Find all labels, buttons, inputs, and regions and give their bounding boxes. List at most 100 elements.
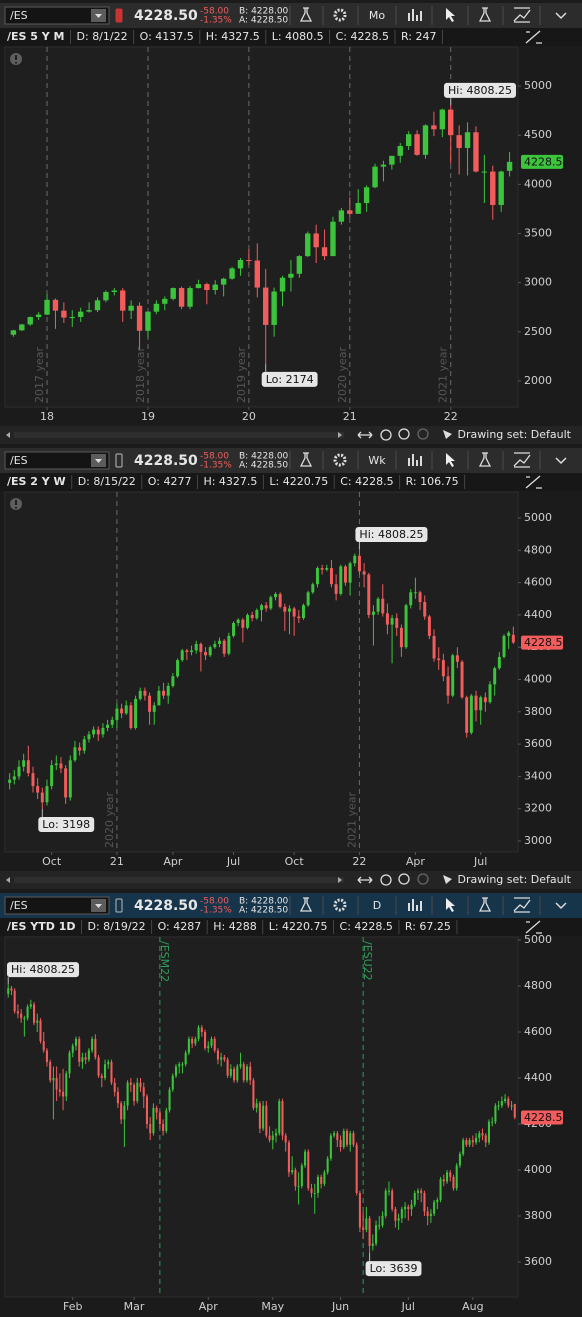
more-icon[interactable] bbox=[555, 12, 567, 20]
candle-body bbox=[488, 684, 492, 703]
candle-body bbox=[204, 1032, 207, 1049]
dropdown-arrow bbox=[95, 14, 102, 18]
candle-body bbox=[91, 1038, 94, 1051]
candle-body bbox=[94, 300, 101, 311]
scroll-right[interactable] bbox=[338, 877, 342, 883]
candle-body bbox=[357, 555, 361, 572]
settings-icon[interactable] bbox=[333, 8, 347, 22]
candle-body bbox=[431, 125, 437, 130]
drawing-set-icon[interactable] bbox=[443, 430, 452, 439]
compare-icon[interactable] bbox=[408, 454, 422, 466]
candle-body bbox=[26, 1006, 29, 1019]
zoom-in-icon[interactable] bbox=[398, 428, 410, 440]
drawing-icon[interactable] bbox=[513, 452, 531, 468]
last-price-tag-label: 4228.5 bbox=[524, 155, 563, 168]
aggregation[interactable]: Wk bbox=[368, 454, 386, 467]
candle-body bbox=[239, 1064, 242, 1067]
cursor-icon[interactable] bbox=[446, 453, 455, 467]
candle-body bbox=[226, 1059, 229, 1076]
bid: B: 4228.00 bbox=[239, 7, 289, 17]
candle-body bbox=[152, 1107, 155, 1134]
compare-icon[interactable] bbox=[408, 9, 422, 21]
symbol-box[interactable] bbox=[4, 451, 110, 470]
more-icon[interactable] bbox=[555, 902, 567, 910]
drawing-set-icon[interactable] bbox=[443, 875, 452, 884]
candle-body bbox=[455, 1165, 458, 1189]
candle-body bbox=[343, 566, 347, 583]
studies-icon[interactable] bbox=[299, 7, 313, 22]
zoom-arrows-icon[interactable] bbox=[357, 876, 373, 884]
candle-body bbox=[288, 273, 294, 278]
candle-body bbox=[190, 650, 194, 653]
dropdown-arrow bbox=[95, 904, 102, 908]
settings-icon[interactable] bbox=[333, 453, 347, 467]
drawing-icon[interactable] bbox=[513, 7, 531, 23]
candle-body bbox=[347, 210, 353, 214]
symbol-box[interactable] bbox=[4, 6, 110, 25]
candle-body bbox=[78, 747, 82, 751]
candle-body bbox=[481, 1133, 484, 1136]
candle-body bbox=[497, 1105, 500, 1107]
candle-body bbox=[371, 1243, 374, 1246]
candle-body bbox=[42, 1041, 45, 1051]
flask-icon[interactable] bbox=[478, 7, 492, 22]
zoom-out-icon[interactable] bbox=[417, 428, 429, 440]
scroll-left[interactable] bbox=[6, 877, 10, 883]
candle-body bbox=[133, 1084, 136, 1102]
compare-icon[interactable] bbox=[408, 899, 422, 911]
candle-body bbox=[233, 1068, 236, 1081]
zoom-arrows-icon[interactable] bbox=[357, 431, 373, 439]
candle-body bbox=[191, 1038, 194, 1044]
header-item: C: 4228.5 bbox=[340, 920, 393, 933]
candle-body bbox=[375, 1225, 378, 1244]
aggregation[interactable]: D bbox=[373, 899, 381, 912]
aggregation[interactable]: Mo bbox=[369, 9, 385, 22]
candle-body bbox=[197, 1027, 200, 1039]
x-tick-label: 21 bbox=[110, 855, 124, 868]
candle-body bbox=[236, 1066, 239, 1081]
link-icon[interactable] bbox=[115, 898, 123, 913]
net-change-pct: -1.35% bbox=[200, 461, 232, 471]
flask-icon[interactable] bbox=[478, 452, 492, 467]
studies-icon[interactable] bbox=[299, 897, 313, 912]
symbol-box[interactable] bbox=[4, 896, 110, 915]
more-icon[interactable] bbox=[555, 457, 567, 465]
candle-body bbox=[103, 291, 109, 301]
expand-icon[interactable] bbox=[525, 475, 542, 489]
crosshair-icon[interactable] bbox=[380, 874, 392, 886]
cursor-icon[interactable] bbox=[446, 8, 455, 22]
candle-body bbox=[300, 1165, 303, 1187]
zoom-out-icon[interactable] bbox=[417, 873, 429, 885]
candle-body bbox=[68, 760, 72, 798]
candle-body bbox=[204, 652, 208, 656]
candle-body bbox=[355, 203, 361, 214]
drawing-icon[interactable] bbox=[513, 897, 531, 913]
x-tick-label: 21 bbox=[343, 410, 357, 423]
link-icon[interactable] bbox=[115, 453, 123, 468]
expand-icon[interactable] bbox=[525, 920, 542, 934]
flask-icon[interactable] bbox=[478, 897, 492, 912]
candle-body bbox=[178, 288, 185, 307]
scroll-right[interactable] bbox=[338, 432, 342, 438]
candle-body bbox=[416, 1190, 420, 1194]
settings-icon[interactable] bbox=[333, 898, 347, 912]
net-change: -58.00 bbox=[200, 452, 229, 462]
drawing-set[interactable]: Drawing set: Default bbox=[458, 428, 572, 441]
drawing-set[interactable]: Drawing set: Default bbox=[458, 873, 572, 886]
header-item: D: 8/15/22 bbox=[78, 475, 136, 488]
candle-body bbox=[16, 1011, 19, 1014]
expand-icon[interactable] bbox=[525, 30, 542, 44]
candle-body bbox=[242, 1064, 245, 1081]
scroll-left[interactable] bbox=[6, 432, 10, 438]
link-icon[interactable] bbox=[115, 8, 123, 23]
candle-body bbox=[157, 690, 161, 706]
studies-icon[interactable] bbox=[299, 452, 313, 467]
candle-body bbox=[26, 760, 30, 774]
zoom-in-icon[interactable] bbox=[398, 873, 410, 885]
candle-body bbox=[136, 305, 143, 331]
cursor-icon[interactable] bbox=[446, 898, 455, 912]
candle-body bbox=[86, 310, 92, 312]
candle-body bbox=[460, 661, 464, 698]
candle-body bbox=[260, 605, 263, 611]
crosshair-icon[interactable] bbox=[380, 429, 392, 441]
